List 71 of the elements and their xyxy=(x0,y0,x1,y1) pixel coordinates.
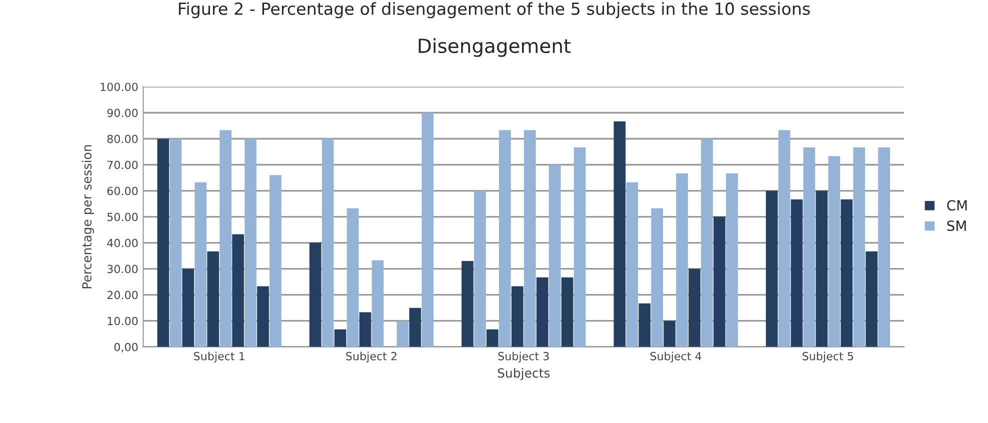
bar xyxy=(866,251,878,347)
y-tick-label: 80.00 xyxy=(107,134,138,144)
bar xyxy=(270,175,282,347)
x-axis-title: Subjects xyxy=(498,368,550,380)
bar xyxy=(803,147,816,347)
bar xyxy=(194,182,207,347)
bar xyxy=(714,216,726,347)
bar xyxy=(536,277,548,347)
chart-subtitle: Disengagement xyxy=(418,38,571,57)
bar xyxy=(524,130,536,347)
bar xyxy=(614,121,626,347)
x-tick-label: Subject 1 xyxy=(194,352,244,362)
y-tick-label: 0,00 xyxy=(114,342,138,352)
legend-label: CM xyxy=(947,200,967,211)
bar xyxy=(322,138,334,347)
bar xyxy=(878,147,890,347)
bar xyxy=(157,138,170,347)
bar xyxy=(651,208,664,347)
bar xyxy=(726,173,738,347)
bar xyxy=(676,173,688,347)
legend-label: SM xyxy=(947,220,966,232)
bar xyxy=(257,286,269,347)
bar xyxy=(828,156,840,347)
bar xyxy=(548,164,561,347)
y-tick-label: 20.00 xyxy=(107,290,138,300)
bar xyxy=(486,329,498,347)
bar xyxy=(422,112,434,347)
bar xyxy=(840,199,853,347)
bar xyxy=(790,199,803,347)
y-tick-label: 40.00 xyxy=(107,238,138,248)
bar xyxy=(244,138,256,347)
bar xyxy=(561,277,574,347)
bar xyxy=(664,320,676,347)
bar xyxy=(182,268,194,347)
x-tick-label: Subject 4 xyxy=(650,352,702,362)
bar xyxy=(359,312,372,347)
bar xyxy=(409,308,422,347)
y-tick-label: 60.00 xyxy=(107,186,138,196)
bar xyxy=(207,251,220,347)
y-tick-label: 90.00 xyxy=(107,108,138,118)
bar xyxy=(511,286,524,347)
bar xyxy=(474,190,486,347)
bar xyxy=(372,260,384,347)
x-tick-label: Subject 5 xyxy=(802,352,854,362)
bar xyxy=(396,320,409,347)
bar xyxy=(626,182,638,347)
y-tick-label: 70.00 xyxy=(108,160,138,170)
y-axis-title: Percentage per session xyxy=(82,145,94,288)
bar xyxy=(688,268,700,347)
y-tick-label: 10.00 xyxy=(108,316,138,326)
bar xyxy=(816,190,828,347)
bar xyxy=(346,208,359,347)
bar xyxy=(701,138,713,347)
bar xyxy=(778,130,790,347)
y-tick-label: 100.00 xyxy=(100,82,138,92)
bar xyxy=(853,147,866,347)
bar xyxy=(170,138,182,347)
y-tick-label: 30.00 xyxy=(107,264,138,274)
bar xyxy=(334,329,346,347)
bar xyxy=(462,261,474,347)
x-tick-label: Subject 3 xyxy=(498,352,549,362)
bar xyxy=(232,234,244,347)
chart-title: Figure 2 - Percentage of disengagement of the 5 subjects in the 10 sessions xyxy=(178,2,810,18)
bar xyxy=(766,190,778,347)
x-tick-label: Subject 2 xyxy=(346,352,396,362)
bar xyxy=(574,147,586,347)
y-tick-label: 50.00 xyxy=(107,212,138,222)
bar xyxy=(638,303,651,347)
bar xyxy=(220,130,232,347)
bar xyxy=(499,130,511,347)
bar xyxy=(309,242,322,347)
